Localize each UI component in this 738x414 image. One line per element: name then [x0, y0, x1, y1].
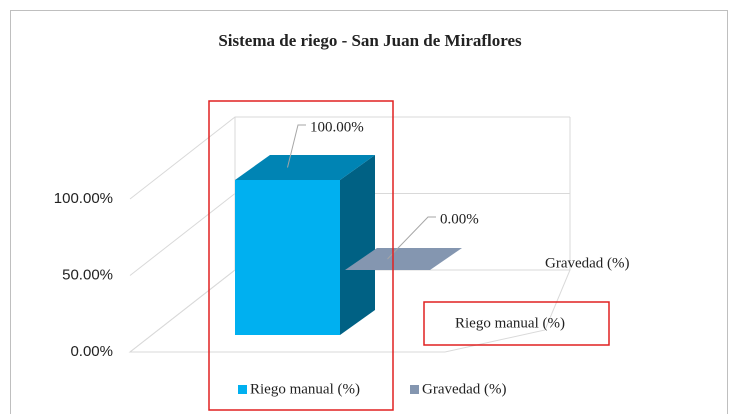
y-tick-label: 50.00% [62, 266, 113, 283]
legend-label: Gravedad (%) [422, 381, 507, 397]
legend-label: Riego manual (%) [250, 381, 360, 397]
bar [235, 180, 340, 335]
data-label: 100.00% [310, 119, 364, 135]
highlight-box [423, 301, 610, 346]
bar-top [345, 248, 462, 270]
depth-label: Riego manual (%) [455, 315, 565, 331]
leader-line [287, 124, 306, 168]
legend-swatch [410, 385, 419, 394]
depth-label: Gravedad (%) [545, 255, 630, 271]
y-tick-label: 100.00% [54, 190, 113, 207]
bar-top [235, 155, 375, 180]
bar-side [340, 155, 375, 335]
legend-swatch [238, 385, 247, 394]
leader-line [387, 216, 436, 260]
highlight-box [208, 100, 394, 411]
y-tick-label: 0.00% [70, 343, 113, 360]
data-label: 0.00% [440, 211, 479, 227]
chart-title: Sistema de riego - San Juan de Miraflore… [218, 31, 522, 50]
